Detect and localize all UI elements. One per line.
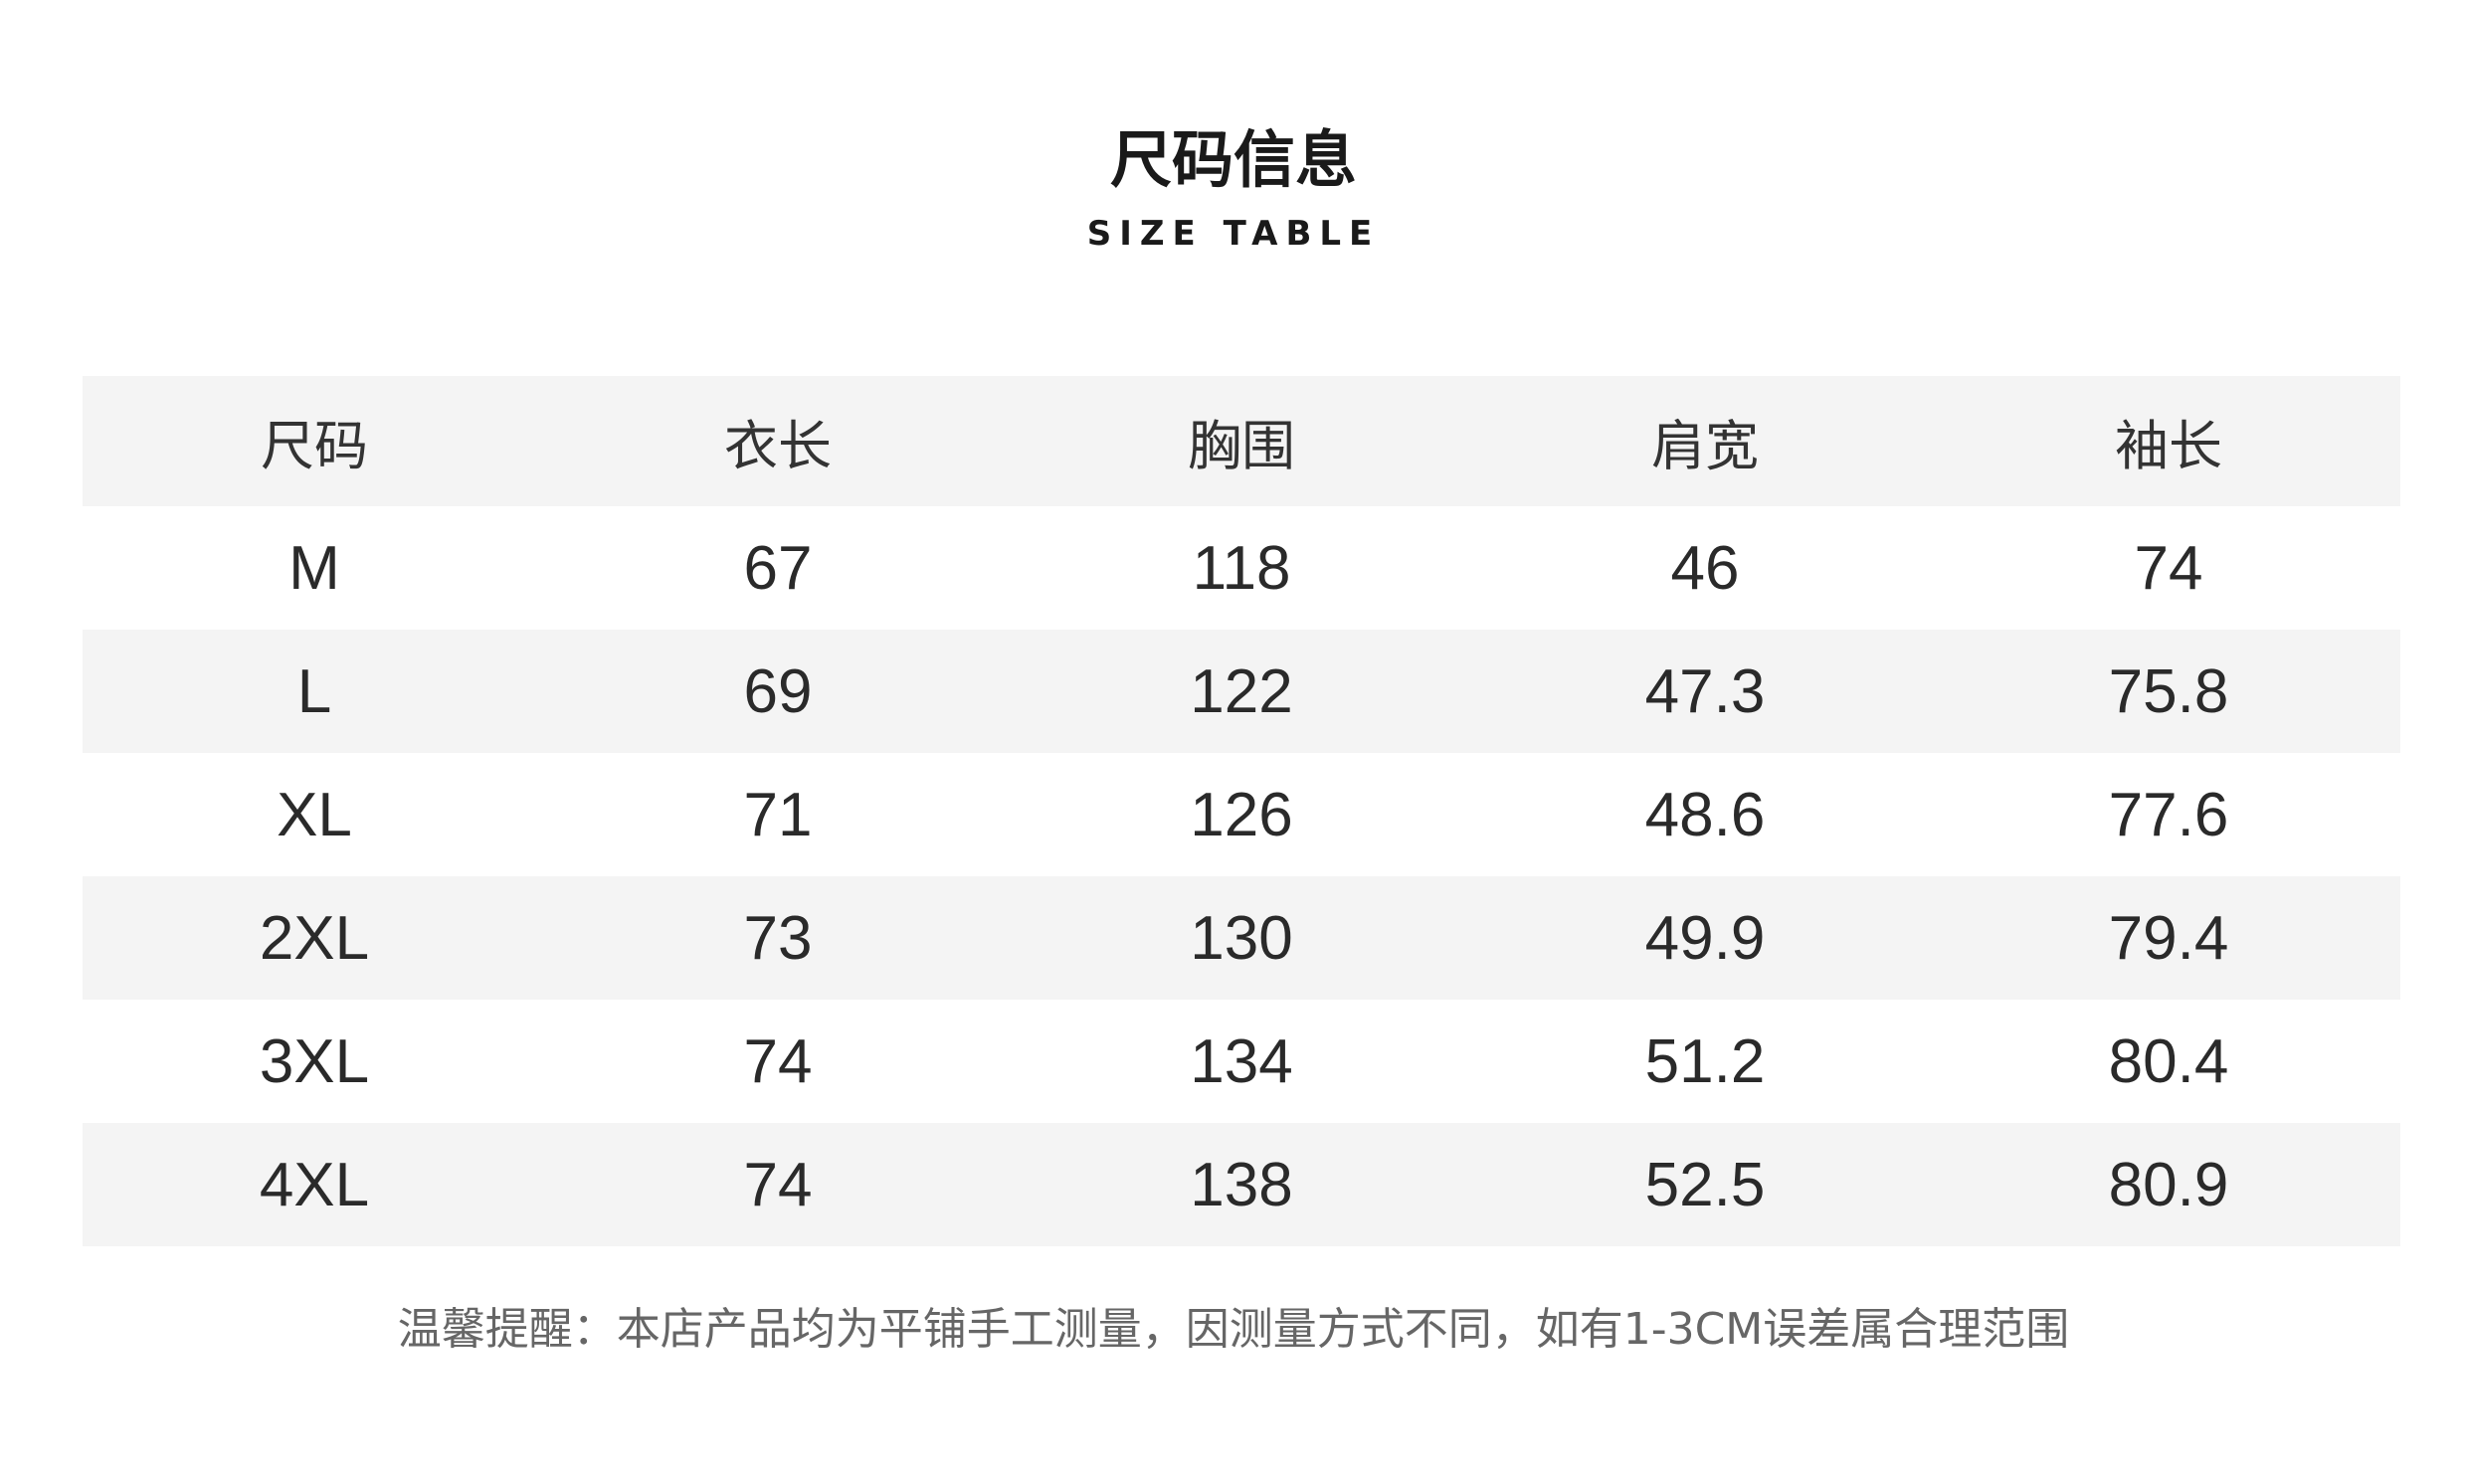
measurement-cell: 138 <box>1190 1150 1293 1219</box>
measurement-cell: 130 <box>1190 903 1293 973</box>
measurement-cell: 46 <box>1670 533 1740 603</box>
measurement-cell: 77.6 <box>2108 780 2229 849</box>
table-header-row: 尺码 衣长 胸围 肩宽 袖长 <box>83 376 2400 506</box>
measurement-cell: 118 <box>1192 533 1291 603</box>
measurement-cell: 51.2 <box>1644 1026 1766 1096</box>
measurement-cell: 74 <box>743 1026 813 1096</box>
size-cell: XL <box>277 780 352 849</box>
measurement-cell: 69 <box>743 656 813 726</box>
table-row: L 69 122 47.3 75.8 <box>83 630 2400 753</box>
table-row: M 67 118 46 74 <box>83 506 2400 630</box>
table-row: 3XL 74 134 51.2 80.4 <box>83 1000 2400 1123</box>
column-header: 肩宽 <box>1651 415 1759 477</box>
measurement-cell: 47.3 <box>1644 656 1766 726</box>
measurement-cell: 73 <box>743 903 813 973</box>
measurement-cell: 67 <box>743 533 813 603</box>
measurement-cell: 134 <box>1190 1026 1293 1096</box>
measurement-cell: 49.9 <box>1644 903 1766 973</box>
column-header: 胸围 <box>1188 415 1295 477</box>
table-row: XL 71 126 48.6 77.6 <box>83 753 2400 876</box>
measurement-cell: 126 <box>1190 780 1293 849</box>
table-row: 2XL 73 130 49.9 79.4 <box>83 876 2400 1000</box>
size-table: 尺码 衣长 胸围 肩宽 袖长 M 67 118 46 74 L 69 122 47.3 75.8 X… <box>83 376 2400 1246</box>
measurement-cell: 122 <box>1190 656 1293 726</box>
column-header: 袖长 <box>2115 415 2222 477</box>
size-cell: 2XL <box>259 903 370 973</box>
measurement-cell: 75.8 <box>2108 656 2229 726</box>
measurement-cell: 80.4 <box>2108 1026 2229 1096</box>
measurement-cell: 79.4 <box>2108 903 2229 973</box>
page-subtitle: SIZE TABLE <box>1086 214 1381 254</box>
measurement-cell: 80.9 <box>2108 1150 2229 1219</box>
size-cell: L <box>296 656 332 726</box>
measurement-cell: 74 <box>2134 533 2203 603</box>
column-header: 尺码 <box>261 415 368 477</box>
measurement-cell: 71 <box>743 780 813 849</box>
size-cell: 3XL <box>259 1026 370 1096</box>
column-header: 衣长 <box>724 415 832 477</box>
page-title: 尺码信息 <box>1109 123 1357 196</box>
measurement-cell: 74 <box>743 1150 813 1219</box>
size-cell: M <box>288 533 340 603</box>
table-row: 4XL 74 138 52.5 80.9 <box>83 1123 2400 1246</box>
size-cell: 4XL <box>259 1150 370 1219</box>
measurement-cell: 52.5 <box>1644 1150 1766 1219</box>
measurement-cell: 48.6 <box>1644 780 1766 849</box>
measurement-note: 温馨提醒：本店产品均为平铺手工测量，因测量方式不同，如有1-3CM误差属合理范围 <box>397 1304 2070 1355</box>
